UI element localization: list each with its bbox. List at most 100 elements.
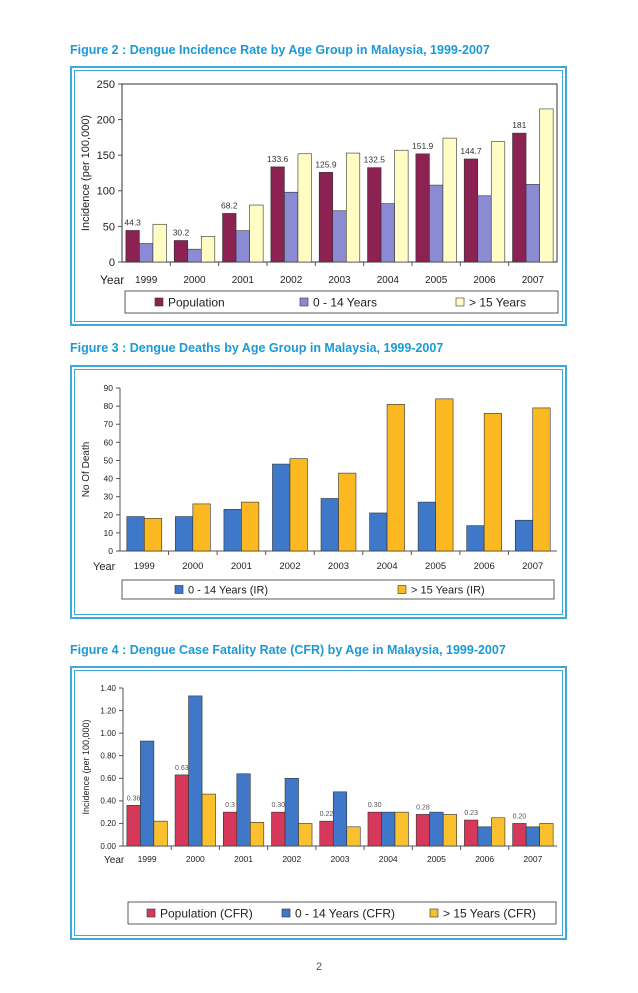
fig4-y-tick-label: 0.80: [100, 752, 116, 761]
fig2-legend-label: Population: [168, 295, 225, 309]
fig4-bar: [346, 826, 361, 847]
fig3-legend-swatch: [174, 585, 184, 594]
fig2-data-label: 181: [512, 120, 526, 130]
page-number: 2: [315, 961, 323, 973]
fig2-category-label: 2000: [183, 275, 206, 286]
fig2-bar: [512, 132, 527, 263]
fig3-category-label: 2005: [425, 561, 446, 572]
fig2-bar: [187, 248, 202, 263]
fig4-data-label: 0.3: [225, 802, 235, 809]
fig2-legend-swatch: [455, 297, 465, 307]
fig4-bar: [319, 820, 334, 847]
fig4-y-tick-label: 0.40: [100, 797, 116, 806]
fig4-category-label: 2007: [523, 854, 542, 864]
fig4-legend-label: Population (CFR): [160, 906, 253, 920]
fig3-category-label: 2006: [474, 561, 495, 572]
fig2-legend-label: > 15 Years: [469, 295, 526, 309]
fig2-data-label: 151.9: [412, 141, 434, 151]
fig2-bar: [539, 108, 554, 263]
fig4-bar: [415, 814, 430, 847]
fig2-bar: [415, 153, 430, 263]
fig4-bar: [271, 811, 286, 847]
fig4-category-label: 2006: [475, 854, 494, 864]
fig4-data-label: 0.36: [127, 795, 141, 802]
fig2-bar: [222, 213, 237, 263]
fig3-y-tick-label: 40: [104, 474, 114, 484]
fig2-bar: [125, 230, 140, 263]
fig2-bar: [463, 158, 479, 263]
fig2-data-label: 30.2: [173, 227, 190, 237]
fig4-bar: [491, 817, 506, 847]
fig3-y-tick-label: 20: [104, 510, 114, 520]
fig4-legend-swatch: [429, 908, 439, 918]
fig2-data-label: 132.5: [364, 155, 386, 165]
fig4-category-label: 2001: [234, 854, 253, 864]
fig4-y-tick-label: 1.00: [100, 729, 116, 738]
figure-2-title: Figure 2 : Dengue Incidence Rate by Age …: [70, 43, 490, 57]
fig4-bar: [367, 811, 382, 847]
fig4-legend-box: [127, 901, 557, 925]
fig3-bar: [289, 458, 308, 552]
fig4-bar: [525, 826, 540, 847]
fig3-category-label: 2001: [231, 561, 252, 572]
fig3-y-tick-label: 50: [104, 455, 114, 465]
fig3-bar: [369, 512, 388, 552]
fig4-bar: [201, 793, 216, 847]
fig3-bar: [514, 519, 534, 552]
fig2-data-label: 44.3: [124, 217, 141, 227]
fig3-category-label: 1999: [134, 561, 155, 572]
fig3-category-label: 2003: [328, 561, 349, 572]
fig3-y-tick-label: 90: [104, 383, 114, 393]
fig4-bar: [236, 773, 251, 847]
fig2-bar: [270, 166, 285, 263]
fig4-x-axis-label: Year: [104, 855, 125, 866]
fig4-legend-label: 0 - 14 Years (CFR): [295, 906, 395, 920]
fig2-legend-label: 0 - 14 Years: [313, 295, 377, 309]
fig4-data-label: 0.22: [320, 811, 334, 818]
fig4-bar: [284, 777, 299, 847]
fig3-bar: [320, 498, 339, 552]
fig3-y-tick-label: 80: [104, 401, 114, 411]
fig3-bar: [143, 518, 163, 552]
fig2-bar: [284, 191, 299, 263]
fig2-data-label: 68.2: [221, 200, 238, 210]
fig4-bar: [381, 811, 396, 847]
fig3-bar: [272, 463, 291, 552]
fig2-x-axis-label: Year: [100, 273, 124, 287]
fig2-data-label: 144.7: [460, 146, 482, 156]
fig3-category-label: 2002: [279, 561, 300, 572]
fig4-y-tick-label: 0.00: [100, 842, 116, 851]
fig2-bar: [525, 184, 540, 263]
fig2-bar: [139, 243, 154, 263]
fig2-category-label: 2007: [522, 275, 545, 286]
fig3-bar: [338, 472, 357, 552]
fig3-legend-box: [121, 579, 555, 600]
fig2-bar: [249, 204, 264, 263]
fig4-category-label: 2002: [282, 854, 301, 864]
fig2-category-label: 2004: [377, 275, 400, 286]
fig2-bar: [173, 240, 189, 263]
fig3-legend-label: > 15 Years (IR): [411, 584, 485, 596]
fig3-y-tick-label: 70: [104, 419, 114, 429]
fig2-data-label: 125.9: [315, 159, 337, 169]
fig2-legend-box: [124, 290, 559, 314]
fig4-legend-label: > 15 Years (CFR): [443, 906, 536, 920]
figure-3-frame: [70, 365, 567, 619]
fig3-bar: [386, 403, 405, 552]
fig2-bar: [442, 137, 457, 263]
fig4-bar: [442, 814, 457, 847]
fig4-bar: [140, 740, 155, 847]
fig2-bar: [380, 203, 395, 263]
fig2-bar: [297, 153, 312, 263]
fig4-bar: [539, 823, 554, 847]
fig4-data-label: 0.63: [175, 765, 189, 772]
fig4-data-label: 0.23: [464, 810, 478, 817]
fig4-bar: [429, 811, 444, 847]
fig2-data-label: 133.6: [267, 154, 289, 164]
fig3-y-tick-label: 60: [104, 437, 114, 447]
fig3-bar: [466, 525, 485, 552]
fig3-legend-swatch: [397, 585, 407, 594]
fig2-y-axis-label: Incidence (per 100,000): [80, 115, 92, 231]
fig4-y-tick-label: 0.20: [100, 819, 116, 828]
fig2-bar: [235, 230, 250, 263]
